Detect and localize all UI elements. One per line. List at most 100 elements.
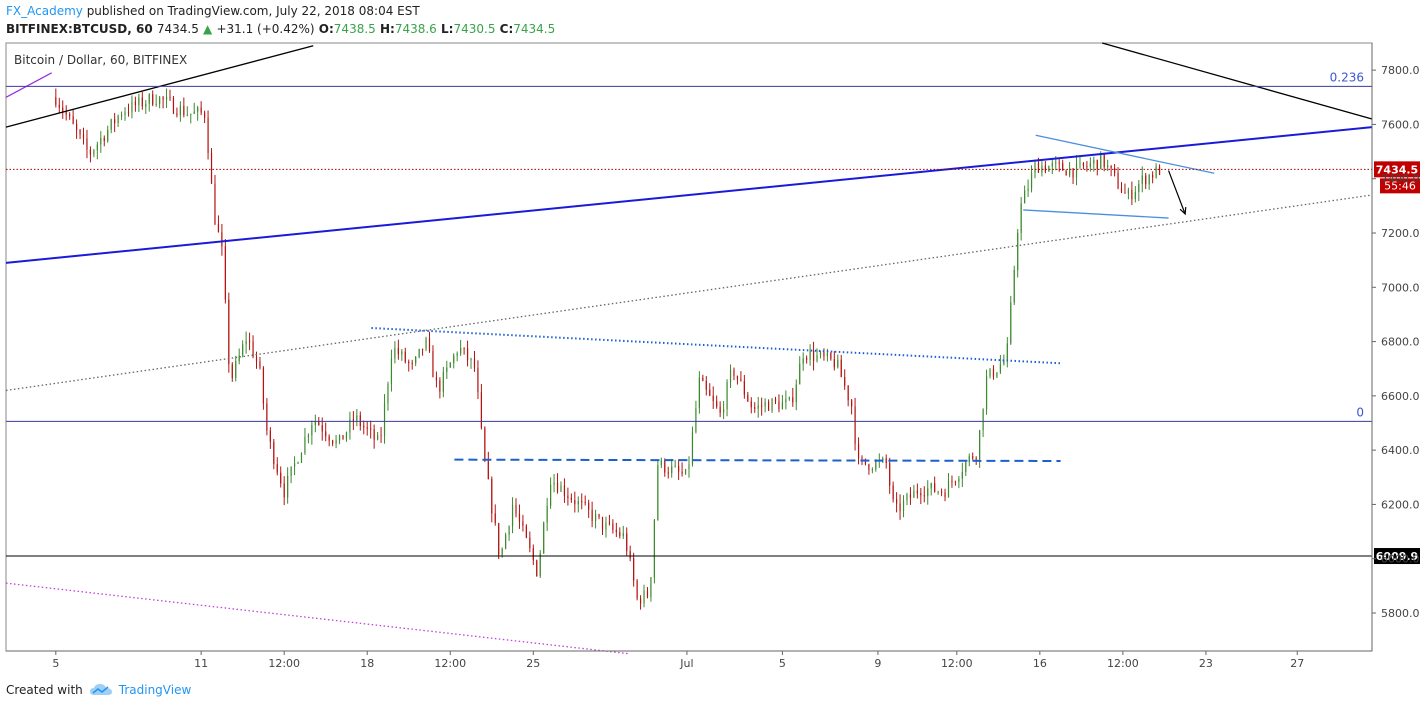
candle-body — [1062, 163, 1064, 171]
candle-body — [823, 352, 825, 357]
candle-body — [349, 419, 351, 433]
author-link[interactable]: FX_Academy — [6, 4, 83, 18]
candle-body — [992, 368, 995, 377]
candle-body — [788, 397, 790, 400]
candle-body — [415, 357, 417, 364]
trend-line[interactable] — [5, 126, 1373, 264]
created-with-label: Created with — [6, 683, 83, 697]
y-tick-label: 6800.0 — [1381, 336, 1420, 349]
candle-body — [148, 94, 150, 104]
candle-body — [446, 367, 448, 373]
trend-line[interactable] — [1101, 42, 1373, 120]
candle-body — [72, 116, 74, 124]
candle-body — [1120, 188, 1123, 193]
candle-body — [871, 469, 873, 471]
tradingview-brand-link[interactable]: TradingView — [118, 683, 192, 697]
trend-line[interactable] — [5, 582, 629, 655]
footer: Created with TradingView — [6, 682, 191, 698]
candle-body — [245, 340, 247, 345]
price-chart[interactable]: 0.236 0 6009.9 7434.5 55:46 5800.0 6000.0 6200… — [0, 38, 1426, 674]
fib-level-label: 0.236 — [1330, 70, 1364, 84]
close-label: C: — [499, 22, 514, 36]
candle-body — [729, 369, 732, 383]
projection-arrow[interactable] — [1167, 170, 1186, 215]
candle-body — [456, 353, 458, 356]
candle-body — [325, 431, 327, 437]
candle-body — [428, 338, 431, 352]
candle-body — [882, 458, 884, 461]
candle-body — [639, 598, 642, 604]
candle-body — [868, 464, 870, 470]
y-tick-label: 5800.0 — [1381, 607, 1420, 620]
candle-body — [297, 462, 299, 464]
candle-body — [120, 114, 123, 117]
candle-body — [190, 113, 192, 115]
trend-line[interactable] — [1023, 209, 1169, 219]
candle-body — [300, 453, 303, 463]
candle-body — [131, 101, 133, 113]
chart-svg[interactable]: 0.236 0 6009.9 7434.5 55:46 5800.0 6000.0 6200… — [0, 38, 1426, 674]
candle-body — [287, 475, 289, 498]
candle-body — [266, 403, 268, 431]
candle-body — [484, 427, 486, 461]
candle-body — [1024, 190, 1026, 204]
candle-body — [107, 129, 109, 141]
candle-body — [176, 113, 178, 116]
candle-body — [698, 377, 700, 409]
candle-body — [719, 406, 721, 413]
candle-body — [563, 485, 566, 496]
candle-body — [273, 441, 275, 465]
candle-body — [89, 149, 92, 155]
candle-body — [851, 400, 853, 407]
candle-body — [93, 150, 95, 155]
candle-body — [570, 497, 572, 501]
candle-body — [588, 502, 590, 510]
tradingview-cloud-icon — [89, 683, 113, 697]
trend-line[interactable] — [454, 458, 1061, 462]
candle-body — [626, 533, 628, 552]
candle-body — [574, 500, 576, 505]
candle-body — [1034, 163, 1036, 174]
candle-body — [69, 114, 71, 117]
candle-body — [536, 560, 538, 577]
last-price-label: 7434.5 — [1376, 163, 1418, 176]
candle-body — [909, 494, 912, 498]
candle-body — [799, 363, 801, 385]
candle-body — [401, 351, 403, 355]
candle-body — [819, 352, 822, 356]
symbol-label: BITFINEX:BTCUSD, 60 — [6, 22, 153, 36]
candle-body — [366, 427, 368, 429]
trend-line[interactable] — [1035, 134, 1215, 174]
trend-line[interactable] — [371, 327, 1061, 365]
candle-body — [397, 347, 399, 355]
candles-layer — [55, 88, 1161, 610]
candle-body — [761, 405, 763, 407]
candle-body — [916, 490, 918, 494]
candle-body — [920, 493, 922, 496]
candle-body — [539, 553, 541, 577]
candle-body — [145, 103, 147, 107]
candle-body — [1117, 173, 1119, 189]
candle-body — [826, 353, 828, 357]
candle-body — [785, 399, 787, 403]
candle-body — [508, 526, 510, 535]
candle-body — [342, 435, 344, 440]
axes-layer: 5800.0 6000.0 6200.0 6400.0 6600.0 6800.0 7000… — [6, 43, 1420, 670]
candle-body — [103, 138, 105, 141]
trend-line[interactable] — [5, 72, 52, 98]
candle-body — [404, 351, 406, 362]
candle-body — [726, 382, 728, 410]
candle-body — [210, 152, 213, 184]
y-tick-label: 6600.0 — [1381, 390, 1420, 403]
candle-body — [961, 472, 963, 479]
countdown-label: 55:46 — [1384, 179, 1416, 192]
candle-body — [221, 232, 223, 247]
support-price-tag — [1374, 548, 1420, 565]
y-tick-label: 7000.0 — [1381, 281, 1420, 294]
x-tick-label: 16 — [1033, 657, 1047, 670]
candle-body — [560, 485, 562, 492]
candle-body — [501, 548, 503, 555]
candle-body — [494, 513, 496, 524]
candle-body — [667, 472, 669, 474]
candle-body — [186, 114, 188, 116]
